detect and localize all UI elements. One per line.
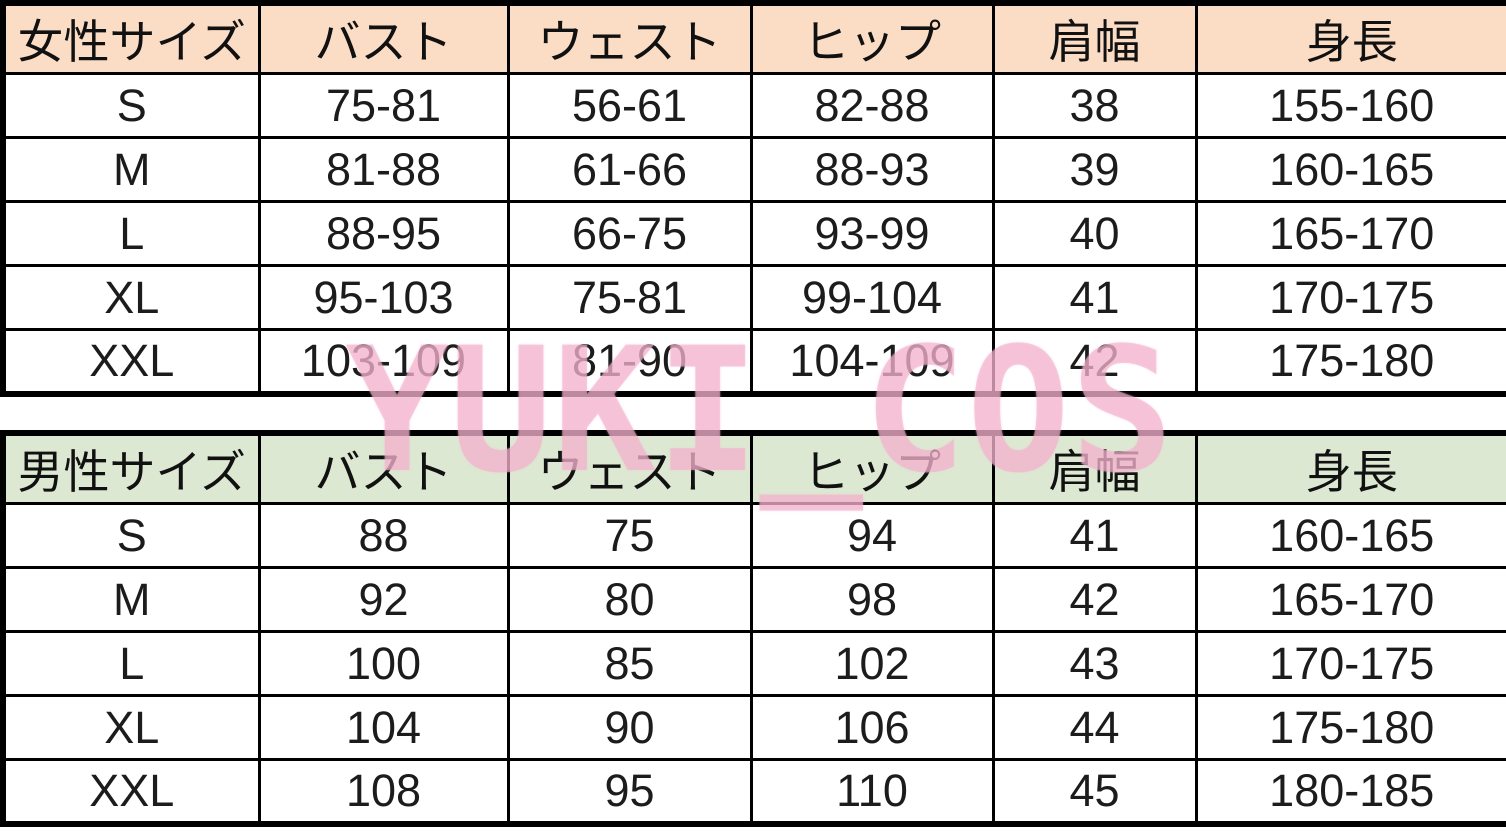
bust-cell: 92 [257, 566, 510, 633]
shoulder-cell: 42 [991, 328, 1198, 395]
bust-cell: 95-103 [257, 264, 510, 331]
men-header-row: 男性サイズ バスト ウェスト ヒップ 肩幅 身長 [1, 431, 1506, 505]
women-size-table: 女性サイズ バスト ウェスト ヒップ 肩幅 身長 S 75-81 56-61 8… [0, 0, 1506, 397]
size-cell: M [1, 136, 261, 203]
height-cell: 175-180 [1194, 328, 1506, 395]
men-table-title: 男性サイズ [1, 431, 261, 505]
size-cell: XL [1, 264, 261, 331]
table-row: XL 104 90 106 44 175-180 [1, 694, 1506, 761]
table-row: S 75-81 56-61 82-88 38 155-160 [1, 72, 1506, 139]
column-header-waist: ウェスト [506, 1, 753, 75]
shoulder-cell: 38 [991, 72, 1198, 139]
hip-cell: 99-104 [749, 264, 995, 331]
table-row: M 92 80 98 42 165-170 [1, 566, 1506, 633]
hip-cell: 98 [749, 566, 995, 633]
size-cell: XXL [1, 758, 261, 825]
waist-cell: 95 [506, 758, 753, 825]
size-cell: L [1, 200, 261, 267]
shoulder-cell: 45 [991, 758, 1198, 825]
column-header-waist: ウェスト [506, 431, 753, 505]
bust-cell: 103-109 [257, 328, 510, 395]
waist-cell: 85 [506, 630, 753, 697]
men-size-table: 男性サイズ バスト ウェスト ヒップ 肩幅 身長 S 88 75 94 41 1… [0, 430, 1506, 827]
hip-cell: 104-109 [749, 328, 995, 395]
hip-cell: 94 [749, 502, 995, 569]
shoulder-cell: 41 [991, 502, 1198, 569]
hip-cell: 82-88 [749, 72, 995, 139]
column-header-hip: ヒップ [749, 1, 995, 75]
shoulder-cell: 39 [991, 136, 1198, 203]
hip-cell: 106 [749, 694, 995, 761]
waist-cell: 66-75 [506, 200, 753, 267]
table-row: L 88-95 66-75 93-99 40 165-170 [1, 200, 1506, 267]
bust-cell: 88-95 [257, 200, 510, 267]
column-header-bust: バスト [257, 1, 510, 75]
women-table-title: 女性サイズ [1, 1, 261, 75]
bust-cell: 81-88 [257, 136, 510, 203]
table-row: XXL 103-109 81-90 104-109 42 175-180 [1, 328, 1506, 395]
waist-cell: 81-90 [506, 328, 753, 395]
table-row: M 81-88 61-66 88-93 39 160-165 [1, 136, 1506, 203]
column-header-shoulder: 肩幅 [991, 1, 1198, 75]
column-header-height: 身長 [1194, 1, 1506, 75]
waist-cell: 80 [506, 566, 753, 633]
hip-cell: 93-99 [749, 200, 995, 267]
column-header-height: 身長 [1194, 431, 1506, 505]
size-cell: M [1, 566, 261, 633]
waist-cell: 56-61 [506, 72, 753, 139]
height-cell: 165-170 [1194, 566, 1506, 633]
bust-cell: 75-81 [257, 72, 510, 139]
hip-cell: 110 [749, 758, 995, 825]
waist-cell: 90 [506, 694, 753, 761]
column-header-hip: ヒップ [749, 431, 995, 505]
table-row: XXL 108 95 110 45 180-185 [1, 758, 1506, 825]
bust-cell: 104 [257, 694, 510, 761]
column-header-bust: バスト [257, 431, 510, 505]
height-cell: 160-165 [1194, 502, 1506, 569]
shoulder-cell: 44 [991, 694, 1198, 761]
bust-cell: 100 [257, 630, 510, 697]
column-header-shoulder: 肩幅 [991, 431, 1198, 505]
table-row: S 88 75 94 41 160-165 [1, 502, 1506, 569]
women-header-row: 女性サイズ バスト ウェスト ヒップ 肩幅 身長 [1, 1, 1506, 75]
size-cell: S [1, 72, 261, 139]
height-cell: 180-185 [1194, 758, 1506, 825]
shoulder-cell: 41 [991, 264, 1198, 331]
shoulder-cell: 42 [991, 566, 1198, 633]
bust-cell: 108 [257, 758, 510, 825]
shoulder-cell: 40 [991, 200, 1198, 267]
waist-cell: 61-66 [506, 136, 753, 203]
table-row: XL 95-103 75-81 99-104 41 170-175 [1, 264, 1506, 331]
size-cell: XL [1, 694, 261, 761]
hip-cell: 88-93 [749, 136, 995, 203]
height-cell: 155-160 [1194, 72, 1506, 139]
table-row: L 100 85 102 43 170-175 [1, 630, 1506, 697]
height-cell: 170-175 [1194, 630, 1506, 697]
waist-cell: 75 [506, 502, 753, 569]
height-cell: 175-180 [1194, 694, 1506, 761]
height-cell: 160-165 [1194, 136, 1506, 203]
height-cell: 170-175 [1194, 264, 1506, 331]
hip-cell: 102 [749, 630, 995, 697]
size-cell: L [1, 630, 261, 697]
waist-cell: 75-81 [506, 264, 753, 331]
shoulder-cell: 43 [991, 630, 1198, 697]
size-cell: S [1, 502, 261, 569]
bust-cell: 88 [257, 502, 510, 569]
height-cell: 165-170 [1194, 200, 1506, 267]
size-cell: XXL [1, 328, 261, 395]
